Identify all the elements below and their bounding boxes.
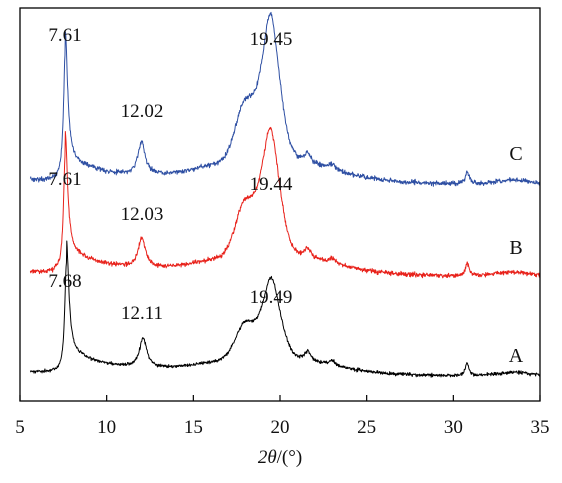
x-axis-label-symbol: 2θ (258, 447, 277, 468)
series-label-C: C (509, 143, 522, 165)
ticks-layer: 5 10 15 20 25 30 35 (15, 395, 550, 438)
axes-layer (19, 7, 541, 402)
peak-label-C-1: 7.61 (48, 25, 81, 46)
peak-label-B-1: 7.61 (48, 169, 81, 190)
x-tick-label: 35 (531, 417, 550, 438)
x-axis-label: 2θ/(°) (258, 447, 302, 468)
series-label-B: B (509, 237, 522, 259)
x-tick-label: 30 (444, 417, 463, 438)
series-layer (29, 11, 541, 378)
peak-label-C-2: 12.02 (121, 101, 164, 122)
x-tick-label: 15 (184, 417, 203, 438)
x-tick-label: 10 (97, 417, 116, 438)
x-tick-label: 20 (271, 417, 290, 438)
series-line-C (29, 11, 541, 187)
x-tick-label: 25 (357, 417, 376, 438)
x-axis-label-unit: /(°) (277, 447, 303, 468)
peak-label-A-3: 19.49 (250, 287, 293, 308)
series-line-A (29, 240, 541, 378)
peak-label-A-1: 7.68 (48, 271, 81, 292)
x-tick-label: 5 (15, 417, 25, 438)
peak-label-C-3: 19.45 (250, 29, 293, 50)
peak-label-A-2: 12.11 (121, 303, 163, 324)
series-label-A: A (509, 345, 524, 367)
peak-label-B-2: 12.03 (121, 204, 164, 225)
series-line-B (29, 126, 541, 279)
plot-frame (19, 7, 541, 402)
peak-label-B-3: 19.44 (250, 174, 293, 195)
labels-layer: 7.68 12.11 19.49 A 7.61 12.03 19.44 B 7.61 12.02 1… (48, 25, 523, 367)
